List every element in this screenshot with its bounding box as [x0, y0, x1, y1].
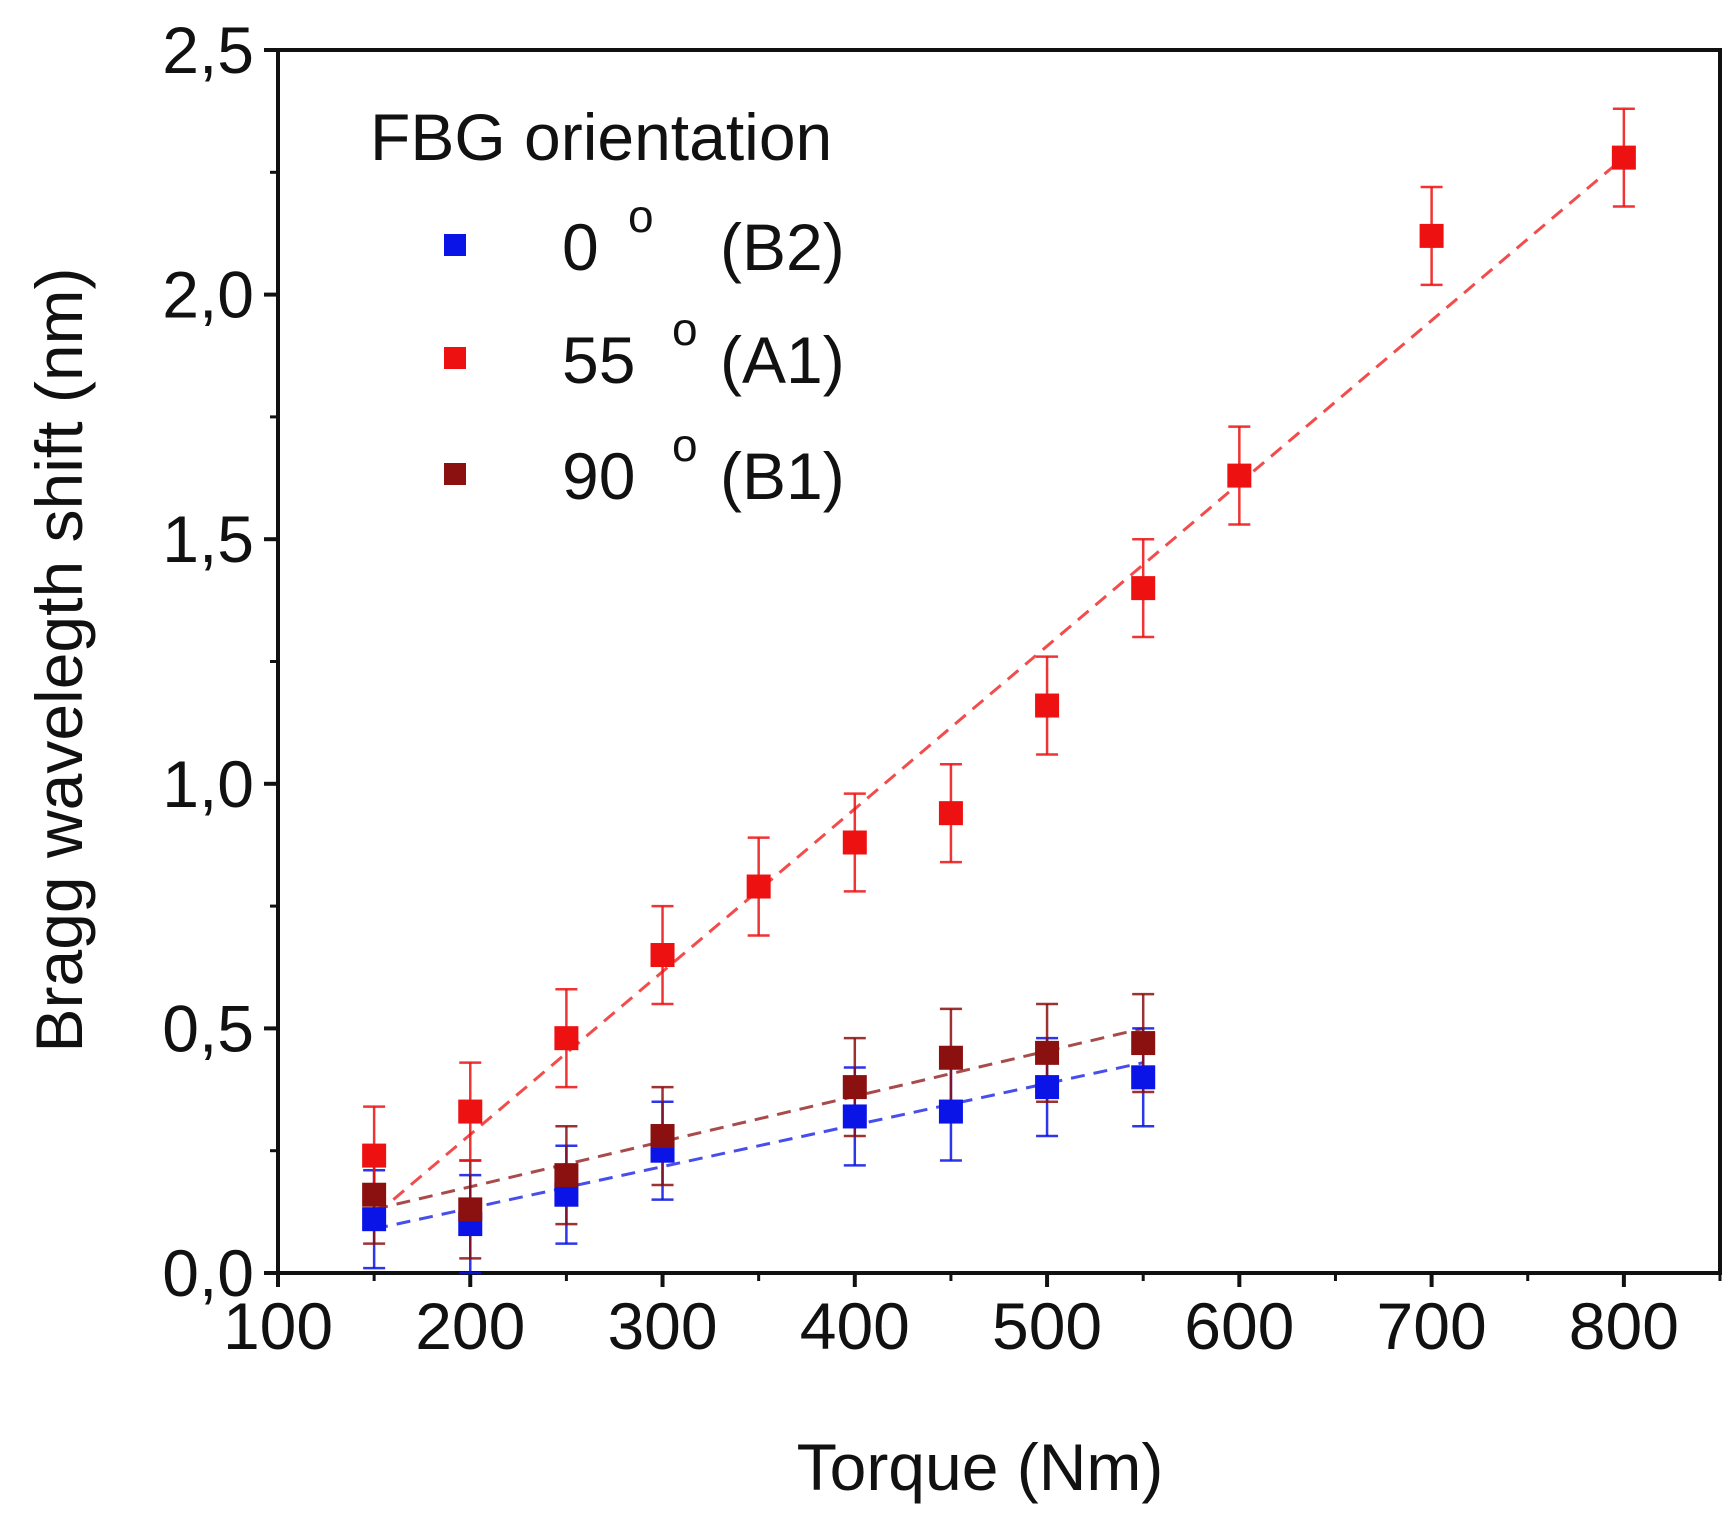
y-tick-label: 1,0 [162, 747, 254, 821]
legend-label-b1-number: 90 [562, 439, 635, 513]
x-tick-label: 100 [223, 1289, 333, 1363]
legend-marker-b1 [444, 463, 466, 485]
data-point-series-2 [554, 1163, 579, 1188]
trend-line-series-0 [373, 1061, 1144, 1231]
x-axis-title: Torque (Nm) [797, 1430, 1164, 1504]
data-point-series-1 [746, 874, 771, 899]
y-tick-label: 2,5 [162, 13, 254, 87]
legend: FBG orientation 0 o (B2) 55 o (A1) 90 o … [370, 100, 845, 513]
legend-label-b1-degree: o [672, 419, 698, 471]
y-tick-label: 0,0 [162, 1236, 254, 1310]
data-point-series-2 [650, 1124, 675, 1149]
data-point-series-0 [938, 1099, 963, 1124]
error-bars [363, 107, 1635, 1275]
data-point-series-1 [458, 1099, 483, 1124]
trend-line-series-2 [373, 1026, 1144, 1211]
data-point-series-2 [842, 1075, 867, 1100]
data-point-series-1 [842, 830, 867, 855]
data-point-series-2 [1131, 1031, 1156, 1056]
data-points [362, 145, 1636, 1237]
x-tick-label: 200 [415, 1289, 525, 1363]
legend-label-a1-code: (A1) [720, 323, 845, 397]
data-point-series-1 [938, 801, 963, 826]
legend-label-b2-number: 0 [562, 210, 599, 284]
data-point-series-2 [362, 1182, 387, 1207]
legend-label-b2-degree: o [628, 190, 654, 242]
data-point-series-2 [938, 1045, 963, 1070]
legend-label-b2-code: (B2) [720, 210, 845, 284]
data-point-series-1 [1035, 693, 1060, 718]
data-point-series-2 [1035, 1040, 1060, 1065]
y-tick-label: 1,5 [162, 502, 254, 576]
data-point-series-1 [554, 1026, 579, 1051]
legend-label-a1-degree: o [672, 303, 698, 355]
x-axis-ticks: 100 200 300 400 500 600 700 800 [223, 1273, 1722, 1363]
trend-lines [373, 156, 1625, 1231]
data-point-series-1 [650, 943, 675, 968]
data-point-series-0 [1131, 1065, 1156, 1090]
data-point-series-1 [1227, 463, 1252, 488]
data-point-series-1 [1611, 145, 1636, 170]
data-point-series-2 [458, 1197, 483, 1222]
x-tick-label: 300 [607, 1289, 717, 1363]
x-tick-label: 800 [1569, 1289, 1679, 1363]
legend-marker-b2 [444, 234, 466, 256]
legend-label-b1-code: (B1) [720, 439, 845, 513]
data-point-series-0 [362, 1207, 387, 1232]
data-point-series-1 [362, 1143, 387, 1168]
legend-marker-a1 [444, 347, 466, 369]
x-tick-label: 500 [992, 1289, 1102, 1363]
y-tick-label: 2,0 [162, 258, 254, 332]
x-tick-label: 600 [1184, 1289, 1294, 1363]
data-point-series-1 [1131, 576, 1156, 601]
data-point-series-0 [842, 1104, 867, 1129]
y-axis-title: Bragg wavelegth shift (nm) [22, 267, 96, 1052]
data-point-series-0 [1035, 1075, 1060, 1100]
plot-frame [276, 48, 1722, 1275]
y-axis-ticks: 0,0 0,5 1,0 1,5 2,0 2,5 [162, 13, 278, 1310]
x-tick-label: 400 [800, 1289, 910, 1363]
legend-label-a1-number: 55 [562, 323, 635, 397]
trend-line-series-1 [392, 156, 1625, 1201]
legend-title: FBG orientation [370, 100, 832, 174]
data-point-series-1 [1419, 223, 1444, 248]
y-tick-label: 0,5 [162, 991, 254, 1065]
x-tick-label: 700 [1377, 1289, 1487, 1363]
